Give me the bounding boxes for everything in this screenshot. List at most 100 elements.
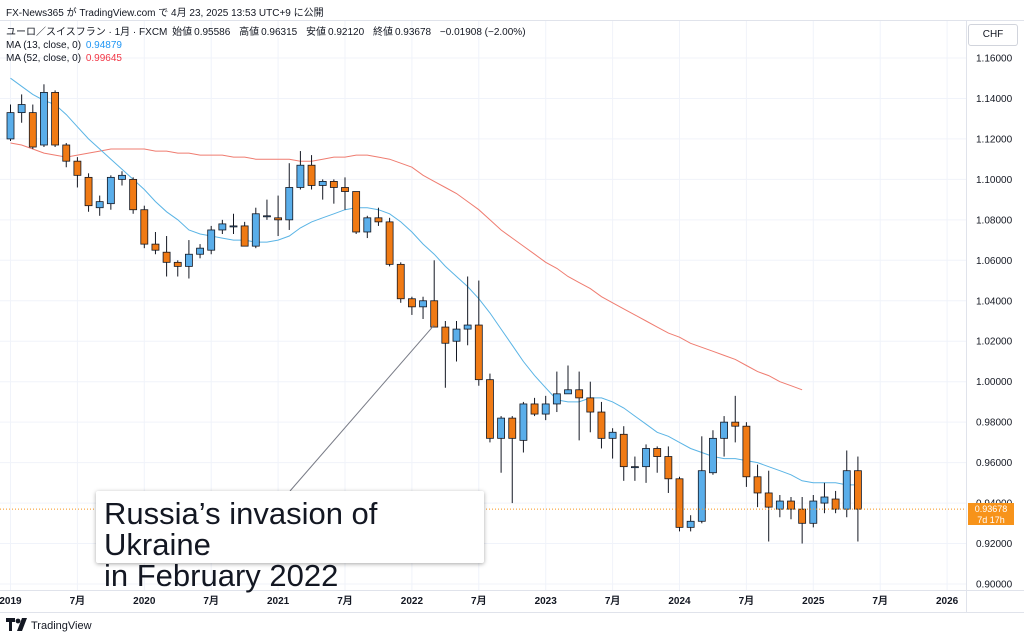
candle-body <box>619 433 628 468</box>
candle-body <box>263 215 271 218</box>
x-tick-label: 7月 <box>337 595 353 607</box>
ma52-row[interactable]: MA (52, close, 0) 0.99645 <box>6 52 532 65</box>
y-tick-label: 0.98000 <box>976 418 1013 429</box>
close-label: 終値 <box>372 27 393 38</box>
candle-body <box>586 397 595 413</box>
candle-body <box>162 251 171 263</box>
candles <box>6 84 862 544</box>
candle-body <box>764 492 773 508</box>
y-tick-label: 1.12000 <box>976 134 1013 145</box>
y-tick-label: 1.06000 <box>976 256 1013 267</box>
candle-body <box>129 178 138 211</box>
candle-body <box>106 176 115 205</box>
candle-body <box>541 403 550 415</box>
annotation-line-1: Russia’s invasion of Ukraine <box>104 496 378 562</box>
change-value: −0.01908 (−2.00%) <box>439 27 526 38</box>
tradingview-logo-icon <box>6 618 27 631</box>
candle-body <box>497 417 506 439</box>
ma52-label: MA (52, close, 0) <box>6 53 82 64</box>
candle-body <box>631 466 639 469</box>
annotation-callout[interactable]: Russia’s invasion of Ukraine in February… <box>96 491 484 591</box>
annotation-line-2: in February 2022 <box>104 558 339 593</box>
ma13-row[interactable]: MA (13, close, 0) 0.94879 <box>6 39 532 52</box>
candle-body <box>575 389 584 399</box>
candle-body <box>474 324 483 381</box>
candle-body <box>697 470 706 522</box>
candle-body <box>6 112 15 140</box>
annotation-leader-line <box>289 324 435 492</box>
candle-body <box>486 379 494 439</box>
candle-body <box>285 187 294 221</box>
candle-body <box>820 496 829 504</box>
x-tick-label: 7月 <box>605 595 621 607</box>
candle-body <box>642 448 650 468</box>
bar-countdown: 7d 17h <box>977 515 1005 525</box>
y-tick-label: 1.02000 <box>976 337 1013 348</box>
candle-body <box>363 217 372 233</box>
ma52-path <box>10 142 803 391</box>
brand-name: TradingView <box>31 620 92 632</box>
low-value: 0.92120 <box>328 27 365 38</box>
open-label: 始値 <box>172 27 193 38</box>
candle-body <box>419 300 427 308</box>
candle-body <box>84 176 93 207</box>
candle-body <box>686 520 695 528</box>
y-tick-label: 1.08000 <box>976 215 1013 226</box>
candle-body <box>196 247 204 255</box>
y-tick-label: 1.16000 <box>976 54 1013 65</box>
candle-body <box>51 91 59 146</box>
x-tick-label: 7月 <box>70 595 86 607</box>
publish-attribution: FX-News365 が TradingView.com で 4月 23, 20… <box>6 8 324 19</box>
candle-body <box>452 328 461 342</box>
candle-body <box>40 91 48 146</box>
candle-body <box>519 403 528 441</box>
candle-body <box>430 300 439 328</box>
candle-body <box>218 223 227 231</box>
symbol-name[interactable]: ユーロ／スイスフラン · 1月 · FXCM <box>6 27 168 38</box>
candle-body <box>441 326 450 344</box>
y-tick-label: 0.90000 <box>976 580 1013 591</box>
y-tick-label: 1.14000 <box>976 94 1013 105</box>
candle-body <box>307 164 316 186</box>
y-tick-label: 1.10000 <box>976 175 1013 186</box>
candle-body <box>341 187 349 192</box>
candle-body <box>842 470 851 510</box>
last-price-tag: 0.93678 7d 17h <box>968 503 1014 525</box>
candle-body <box>675 478 684 528</box>
candle-body <box>62 144 71 162</box>
x-tick-label: 7月 <box>872 595 888 607</box>
candle-body <box>229 225 238 228</box>
candle-body <box>374 217 383 223</box>
candle-body <box>207 229 216 251</box>
candle-body <box>352 191 361 233</box>
tradingview-footer[interactable]: TradingView <box>6 618 92 632</box>
time-scale[interactable]: 2019 7月 2020 7月 2021 7月 2022 7月 2023 7月 2024 7月 2025… <box>0 595 959 607</box>
ma52-line <box>10 142 803 391</box>
x-tick-label: 2021 <box>267 596 290 607</box>
high-value: 0.96315 <box>261 27 298 38</box>
candle-body <box>664 456 673 480</box>
currency-button[interactable]: CHF <box>968 24 1018 46</box>
candle-body <box>296 164 305 188</box>
low-label: 安値 <box>306 27 327 38</box>
candle-body <box>274 217 283 221</box>
candle-body <box>831 498 840 510</box>
x-tick-label: 2026 <box>936 596 959 607</box>
candle-body <box>95 201 104 209</box>
candle-body <box>240 225 249 247</box>
ma13-value: 0.94879 <box>85 40 122 51</box>
candle-body <box>854 470 862 510</box>
x-tick-label: 2024 <box>668 596 691 607</box>
x-tick-label: 7月 <box>471 595 487 607</box>
x-tick-label: 2019 <box>0 596 22 607</box>
x-tick-label: 2022 <box>401 596 424 607</box>
symbol-row: ユーロ／スイスフラン · 1月 · FXCM 始値 0.95586 高値 0.963… <box>6 26 532 39</box>
candle-body <box>597 411 606 439</box>
candle-body <box>329 181 338 188</box>
candle-body <box>151 243 160 251</box>
candle-body <box>608 431 617 439</box>
candle-body <box>396 263 405 300</box>
candle-body <box>798 508 807 524</box>
x-tick-label: 2025 <box>802 596 825 607</box>
candle-body <box>463 324 472 330</box>
